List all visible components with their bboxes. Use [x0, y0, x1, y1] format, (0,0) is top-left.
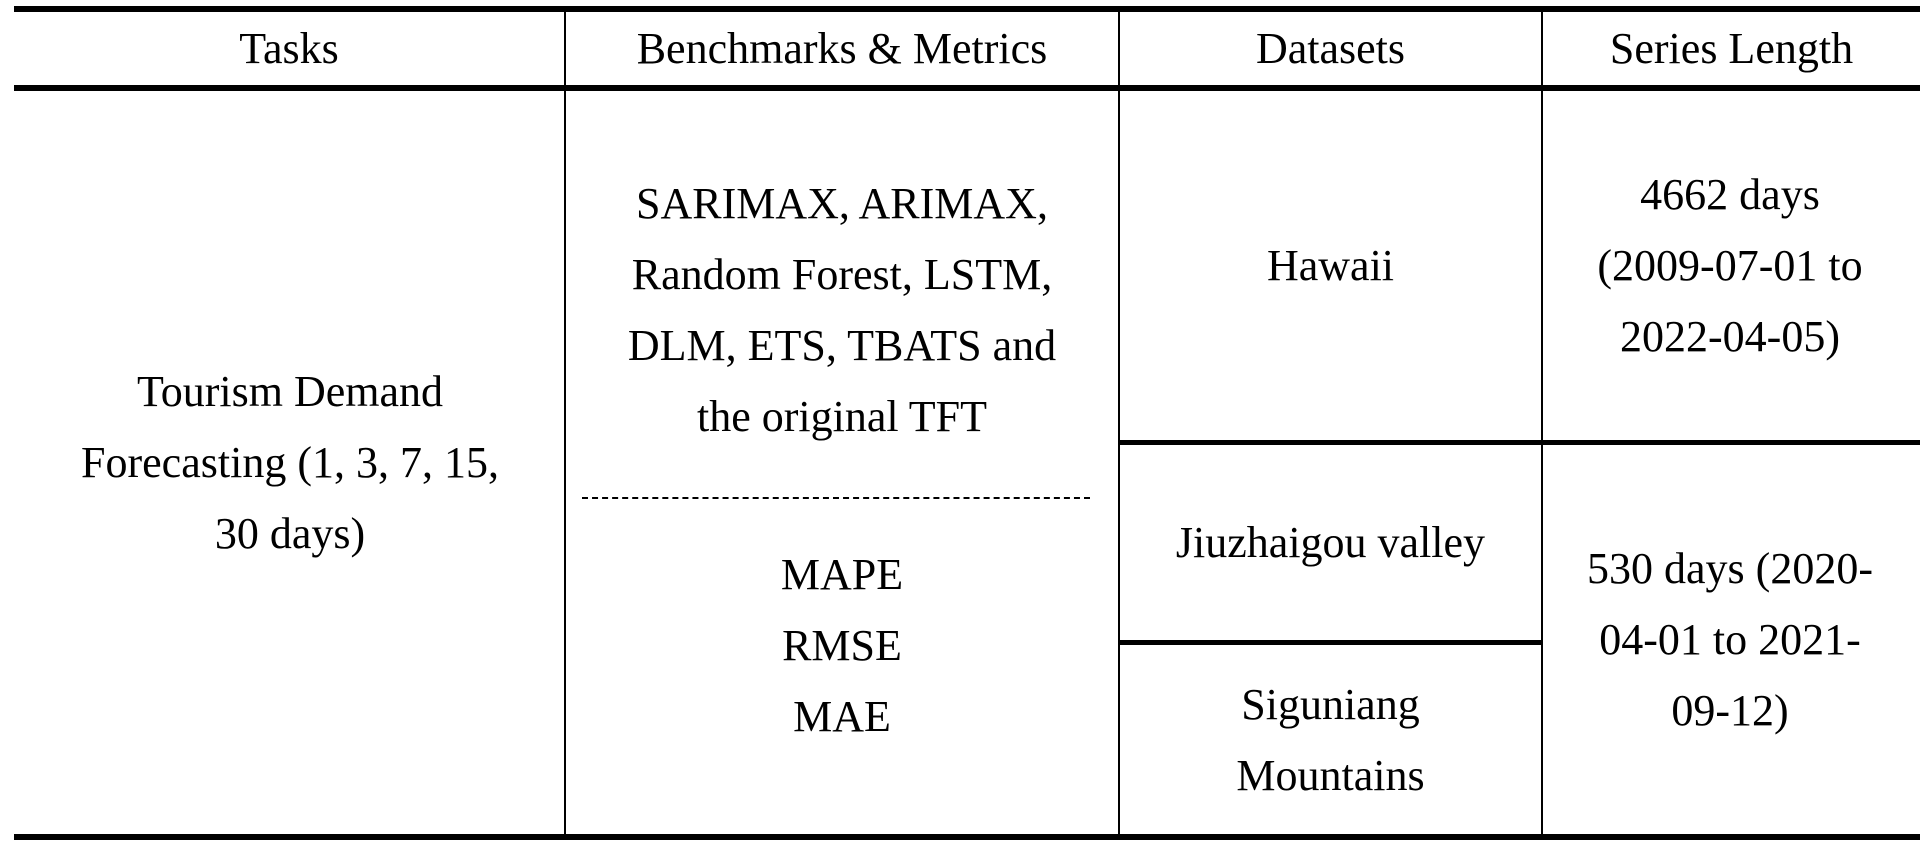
header-benchmarks-metrics: Benchmarks & Metrics [636, 24, 1048, 73]
task-cell: Tourism Demand Forecasting (1, 3, 7, 15,… [81, 367, 499, 558]
table-top-rule [14, 6, 1920, 12]
dataset-jiuzhaigou: Jiuzhaigou valley [1175, 518, 1486, 567]
header-bottom-rule [14, 85, 1920, 91]
table-bottom-rule [14, 834, 1920, 840]
benchmarks-metrics-dashed-divider [582, 497, 1090, 499]
header-tasks: Tasks [239, 24, 339, 73]
dataset-hawaii: Hawaii [1266, 241, 1395, 290]
series-length-jiuzhaigou-siguniang: 530 days (2020- 04-01 to 2021- 09-12) [1587, 544, 1873, 735]
column-divider-3 [1541, 12, 1543, 834]
series-length-hawaii: 4662 days (2009-07-01 to 2022-04-05) [1597, 170, 1863, 361]
column-divider-1 [564, 12, 566, 834]
jiuzhaigou-divider [1118, 640, 1542, 645]
dataset-siguniang: Siguniang Mountains [1236, 679, 1425, 800]
header-series-length: Series Length [1609, 24, 1854, 73]
header-datasets: Datasets [1255, 24, 1406, 73]
column-divider-2 [1118, 12, 1120, 834]
hawaii-divider [1118, 440, 1920, 445]
metrics-cell: MAPE RMSE MAE [780, 549, 904, 741]
benchmarks-cell: SARIMAX, ARIMAX, Random Forest, LSTM, DL… [627, 179, 1057, 441]
